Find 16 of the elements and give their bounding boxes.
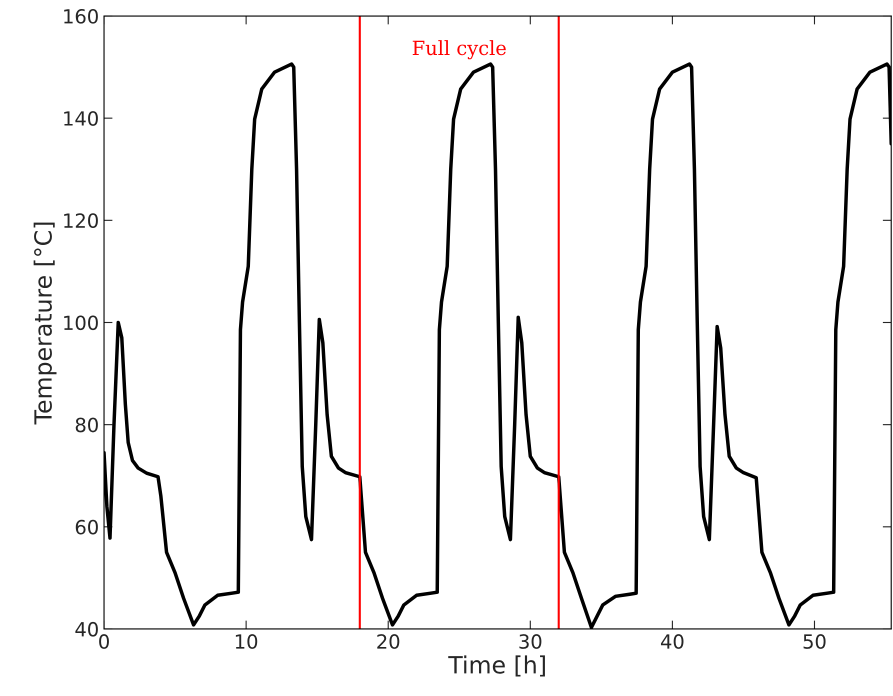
y-tick-label: 120: [64, 213, 98, 228]
y-axis-title: Temperature [°C]: [34, 222, 57, 424]
y-tick-label: 80: [76, 418, 98, 432]
y-tick-label: 60: [76, 520, 98, 534]
annotation: Full cycle: [412, 40, 506, 60]
y-tick-label: 160: [64, 8, 98, 24]
y-tick-label: 100: [64, 315, 98, 330]
x-tick-label: 40: [660, 634, 684, 649]
x-tick-label: 10: [236, 634, 258, 649]
x-tick-label: 0: [99, 634, 109, 649]
y-tick-label: 140: [64, 111, 98, 126]
x-axis-title: Time [h]: [448, 655, 545, 676]
x-tick-label: 20: [377, 634, 400, 649]
x-tick-label: 50: [804, 634, 826, 649]
y-tick-label: 40: [75, 622, 98, 637]
x-tick-label: 30: [519, 634, 542, 649]
